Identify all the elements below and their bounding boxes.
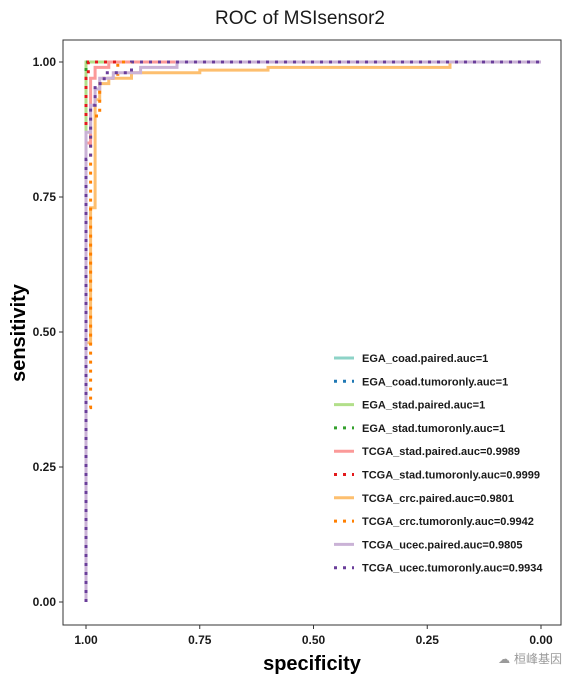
x-tick-label: 0.25: [416, 633, 440, 647]
legend-label-5: TCGA_stad.tumoronly.auc=0.9999: [362, 470, 540, 482]
watermark: ☁ 桓峰基因: [498, 650, 562, 667]
y-tick-label: 1.00: [33, 55, 57, 69]
x-tick-label: 1.00: [74, 633, 98, 647]
series-line-4: [84, 60, 541, 602]
legend-label-2: EGA_stad.paired.auc=1: [362, 400, 485, 412]
x-axis-label: specificity: [263, 653, 362, 675]
plot-panel-border: [62, 39, 562, 626]
chart-title: ROC of MSIsensor2: [215, 8, 385, 29]
series-line-8: [84, 60, 541, 602]
legend-label-7: TCGA_crc.tumoronly.auc=0.9942: [362, 516, 534, 528]
legend-label-0: EGA_coad.paired.auc=1: [362, 353, 488, 365]
series-line-9: [84, 60, 541, 602]
legend-label-9: TCGA_ucec.tumoronly.auc=0.9934: [362, 563, 543, 575]
y-tick-label: 0.50: [33, 325, 57, 339]
x-tick-label: 0.00: [529, 633, 553, 647]
legend-label-8: TCGA_ucec.paired.auc=0.9805: [362, 539, 523, 551]
legend-label-3: EGA_stad.tumoronly.auc=1: [362, 423, 505, 435]
roc-curves: [84, 60, 541, 602]
legend: EGA_coad.paired.auc=1 EGA_coad.tumoronly.…: [334, 353, 543, 575]
watermark-text: 桓峰基因: [513, 652, 562, 666]
y-tick-label: 0.75: [33, 190, 57, 204]
chat-bubble-icon: ☁: [498, 652, 511, 666]
legend-label-6: TCGA_crc.paired.auc=0.9801: [362, 493, 514, 505]
x-tick-label: 0.75: [188, 633, 212, 647]
y-tick-label: 0.00: [33, 595, 57, 609]
y-axis-label: sensitivity: [8, 283, 30, 382]
y-tick-label: 0.25: [33, 460, 57, 474]
legend-label-4: TCGA_stad.paired.auc=0.9989: [362, 446, 520, 458]
series-line-6: [84, 62, 452, 602]
legend-label-1: EGA_coad.tumoronly.auc=1: [362, 376, 508, 388]
axis-ticks: 0.00 0.25 0.50 0.75 1.00 1.00 0.75 0.50 0.25 0.00: [33, 55, 553, 647]
x-tick-label: 0.50: [302, 633, 326, 647]
